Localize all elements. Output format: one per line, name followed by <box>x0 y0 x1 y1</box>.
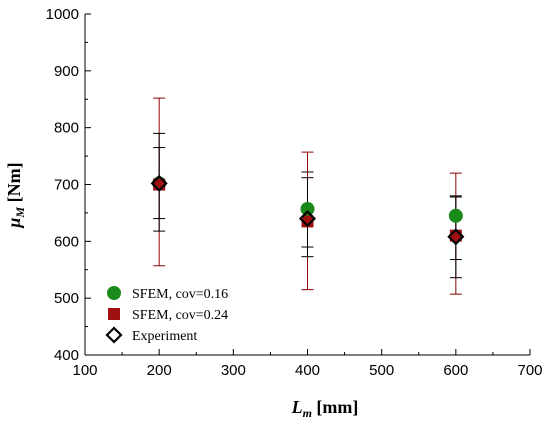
x-tick-label: 400 <box>295 362 320 379</box>
x-tick-label: 200 <box>147 362 172 379</box>
data-point-series-3 <box>298 210 317 228</box>
x-tick-label: 600 <box>443 362 468 379</box>
data-point-series-1 <box>300 201 315 216</box>
y-axis-title: μM [Nm] <box>4 162 27 228</box>
y-axis-title-unit: [Nm] <box>4 162 24 206</box>
data-point-series-1 <box>448 208 463 223</box>
legend: SFEM, cov=0.16 SFEM, cov=0.24 Experiment <box>105 286 228 344</box>
y-tick-label: 400 <box>54 347 79 364</box>
data-point-series-2 <box>301 215 314 228</box>
legend-label-3: Experiment <box>132 329 197 344</box>
y-tick-label: 900 <box>54 63 79 80</box>
data-point-series-3 <box>447 228 465 246</box>
legend-label-2: SFEM, cov=0.24 <box>132 308 228 323</box>
error-bars <box>153 97 462 295</box>
y-tick-label: 1000 <box>46 6 79 23</box>
y-axis-title-sub: M <box>13 207 27 219</box>
legend-marker-1 <box>107 286 121 300</box>
legend-label-1: SFEM, cov=0.16 <box>132 287 228 302</box>
x-tick-label: 500 <box>369 362 394 379</box>
x-tick-label: 100 <box>72 362 97 379</box>
legend-marker-3 <box>105 326 123 344</box>
y-tick-label: 500 <box>54 290 79 307</box>
x-tick-label: 700 <box>517 362 542 379</box>
ticks: 400 500 600 700 800 900 1000 100 200 300 400 500 600… <box>46 6 543 379</box>
x-tick-label: 300 <box>221 362 246 379</box>
x-axis-title: Lm [mm] <box>291 397 359 420</box>
y-axis-title-main: μ <box>4 218 24 229</box>
x-axis-title-main: L <box>291 397 303 417</box>
data-markers <box>150 174 465 246</box>
x-axis-title-unit: [mm] <box>312 397 358 417</box>
y-tick-label: 700 <box>54 177 79 194</box>
data-point-series-3 <box>150 174 168 192</box>
y-tick-label: 600 <box>54 233 79 250</box>
y-tick-label: 800 <box>54 120 79 137</box>
legend-marker-2 <box>108 308 120 320</box>
x-axis-title-sub: m <box>303 406 312 420</box>
